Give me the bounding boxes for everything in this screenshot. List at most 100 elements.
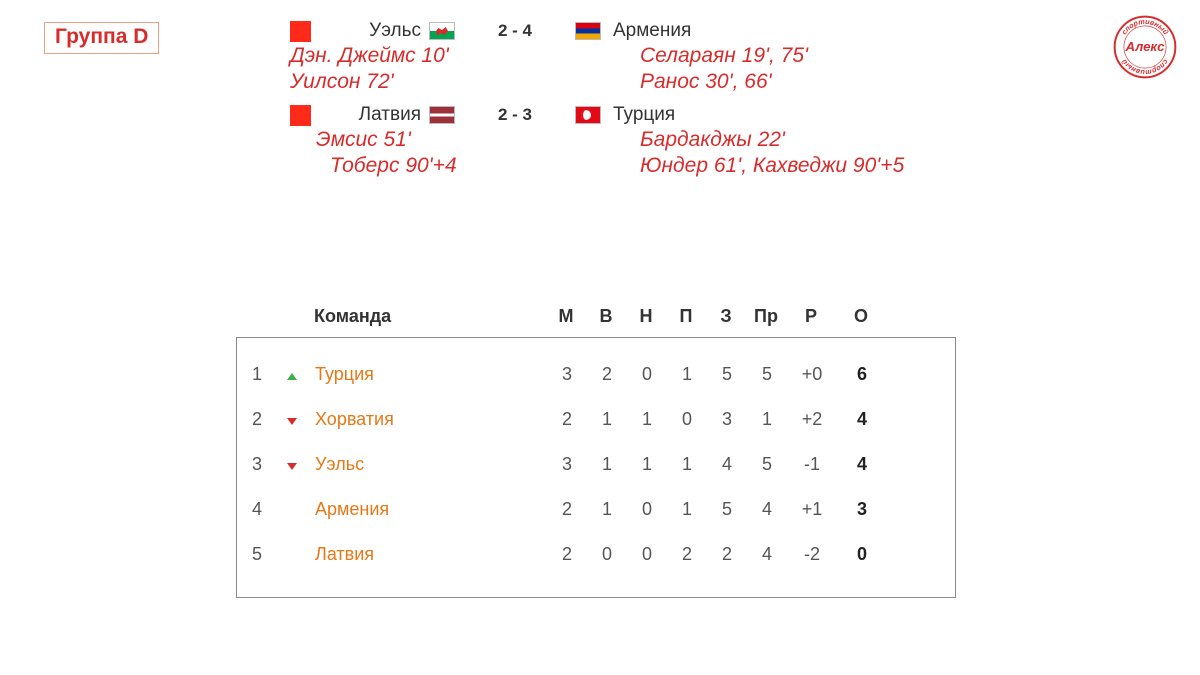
col-header-rank — [236, 306, 276, 327]
col-header-n: Н — [626, 306, 666, 327]
table-row: 1Турция320155+06 — [237, 352, 955, 397]
cell-rank: 5 — [237, 544, 277, 565]
cell-z: 5 — [707, 499, 747, 520]
match-line: Латвия 2 - 3 Турция — [290, 104, 1010, 126]
home-team-name: Латвия — [329, 104, 429, 126]
cell-n: 1 — [627, 409, 667, 430]
cell-p: 0 — [667, 409, 707, 430]
cell-r: +2 — [787, 409, 837, 430]
home-scorer: Дэн. Джеймс 10' — [290, 44, 640, 68]
cell-pr: 1 — [747, 409, 787, 430]
match-score: 2 - 4 — [455, 21, 575, 41]
away-scorer: Юндер 61', Кахведжи 90'+5 — [640, 154, 904, 178]
away-scorer: Бардакджы 22' — [640, 128, 785, 152]
cell-m: 3 — [547, 454, 587, 475]
cell-p: 1 — [667, 364, 707, 385]
standings-box: 1Турция320155+062Хорватия211031+243Уэльс… — [236, 337, 956, 598]
standings-table: Команда М В Н П З Пр Р О 1Турция320155+0… — [236, 300, 956, 598]
cell-m: 3 — [547, 364, 587, 385]
flag-wales-icon — [429, 22, 455, 40]
cell-o: 0 — [837, 544, 887, 565]
cell-r: -1 — [787, 454, 837, 475]
cell-team: Хорватия — [307, 409, 547, 430]
cell-z: 5 — [707, 364, 747, 385]
cell-p: 2 — [667, 544, 707, 565]
status-box-icon — [290, 21, 311, 42]
cell-rank: 3 — [237, 454, 277, 475]
col-header-z: З — [706, 306, 746, 327]
col-header-team: Команда — [306, 306, 546, 327]
cell-team: Турция — [307, 364, 547, 385]
col-header-r: Р — [786, 306, 836, 327]
cell-p: 1 — [667, 454, 707, 475]
cell-trend — [277, 409, 307, 430]
match-row: Уэльс 2 - 4 Армения Дэн. Джеймс 10' Села… — [290, 20, 1010, 94]
col-header-p: П — [666, 306, 706, 327]
cell-o: 4 — [837, 454, 887, 475]
cell-n: 0 — [627, 499, 667, 520]
cell-v: 0 — [587, 544, 627, 565]
cell-r: +1 — [787, 499, 837, 520]
cell-m: 2 — [547, 544, 587, 565]
col-header-pr: Пр — [746, 306, 786, 327]
cell-pr: 4 — [747, 544, 787, 565]
away-team-name: Турция — [613, 104, 675, 126]
cell-n: 0 — [627, 364, 667, 385]
cell-r: -2 — [787, 544, 837, 565]
match-line: Уэльс 2 - 4 Армения — [290, 20, 1010, 42]
trend-down-icon — [287, 418, 297, 425]
scorers-row: Уилсон 72' Ранос 30', 66' — [290, 70, 1010, 94]
channel-logo: спортивный спортивный Алекс — [1112, 14, 1178, 80]
cell-m: 2 — [547, 499, 587, 520]
cell-rank: 4 — [237, 499, 277, 520]
cell-team: Армения — [307, 499, 547, 520]
cell-v: 1 — [587, 454, 627, 475]
scorers-row: Дэн. Джеймс 10' Селараян 19', 75' — [290, 44, 1010, 68]
cell-team: Латвия — [307, 544, 547, 565]
cell-v: 1 — [587, 499, 627, 520]
cell-rank: 1 — [237, 364, 277, 385]
cell-pr: 5 — [747, 364, 787, 385]
away-team-name: Армения — [613, 20, 691, 42]
match-row: Латвия 2 - 3 Турция Эмсис 51' Бардакджы … — [290, 104, 1010, 178]
match-score: 2 - 3 — [455, 105, 575, 125]
trend-up-icon — [287, 373, 297, 380]
cell-team: Уэльс — [307, 454, 547, 475]
table-row: 5Латвия200224-20 — [237, 532, 955, 577]
flag-turkey-icon — [575, 106, 601, 124]
home-scorer: Эмсис 51' — [290, 128, 640, 152]
cell-trend — [277, 454, 307, 475]
trend-down-icon — [287, 463, 297, 470]
status-box-icon — [290, 105, 311, 126]
cell-z: 3 — [707, 409, 747, 430]
cell-n: 0 — [627, 544, 667, 565]
cell-pr: 5 — [747, 454, 787, 475]
table-row: 2Хорватия211031+24 — [237, 397, 955, 442]
table-row: 4Армения210154+13 — [237, 487, 955, 532]
col-header-v: В — [586, 306, 626, 327]
table-row: 3Уэльс311145-14 — [237, 442, 955, 487]
flag-latvia-icon — [429, 106, 455, 124]
away-scorer: Селараян 19', 75' — [640, 44, 808, 68]
cell-z: 4 — [707, 454, 747, 475]
scorers-row: Эмсис 51' Бардакджы 22' — [290, 128, 1010, 152]
home-scorer: Уилсон 72' — [290, 70, 640, 94]
cell-o: 4 — [837, 409, 887, 430]
home-scorer: Тоберс 90'+4 — [290, 154, 640, 178]
cell-rank: 2 — [237, 409, 277, 430]
cell-z: 2 — [707, 544, 747, 565]
matches-block: Уэльс 2 - 4 Армения Дэн. Джеймс 10' Села… — [290, 20, 1010, 182]
cell-v: 1 — [587, 409, 627, 430]
svg-text:Алекс: Алекс — [1125, 39, 1166, 54]
cell-r: +0 — [787, 364, 837, 385]
table-header-row: Команда М В Н П З Пр Р О — [236, 300, 956, 337]
scorers-row: Тоберс 90'+4 Юндер 61', Кахведжи 90'+5 — [290, 154, 1010, 178]
away-scorer: Ранос 30', 66' — [640, 70, 772, 94]
col-header-trend — [276, 306, 306, 327]
group-title: Группа D — [44, 22, 159, 54]
cell-m: 2 — [547, 409, 587, 430]
flag-armenia-icon — [575, 22, 601, 40]
home-team-name: Уэльс — [329, 20, 429, 42]
cell-pr: 4 — [747, 499, 787, 520]
cell-v: 2 — [587, 364, 627, 385]
